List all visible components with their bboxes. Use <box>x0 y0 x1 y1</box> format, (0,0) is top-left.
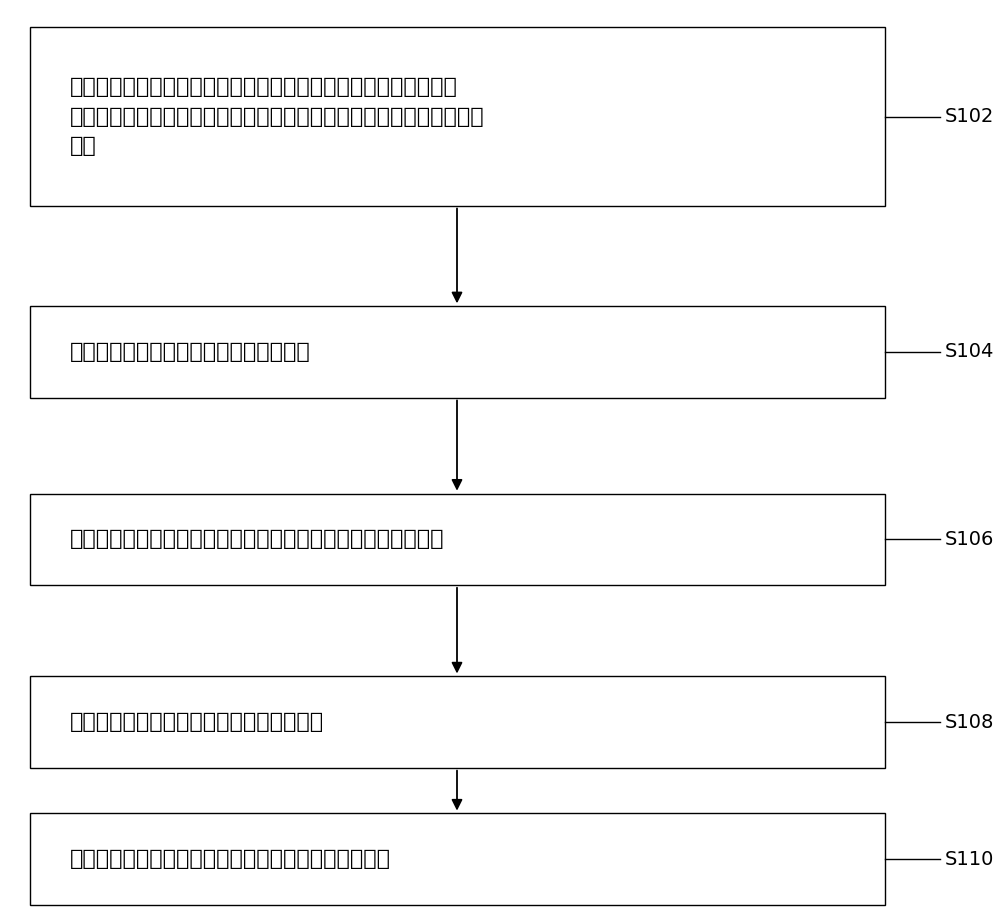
Text: 合束准直所述第一激光脉冲和所述第二激光脉冲并照射待探测物: 合束准直所述第一激光脉冲和所述第二激光脉冲并照射待探测物 <box>70 529 444 549</box>
Text: S108: S108 <box>945 713 994 731</box>
Bar <box>30 813 885 905</box>
Bar <box>30 27 885 206</box>
Text: S106: S106 <box>945 530 994 548</box>
Text: 探测被照射的所述待探测物的酧穿电流信号: 探测被照射的所述待探测物的酧穿电流信号 <box>70 712 324 732</box>
Text: S110: S110 <box>945 850 994 868</box>
Bar <box>30 494 885 585</box>
Bar <box>30 676 885 768</box>
Text: 编辑所述电脉冲的波形调制所述延迟时间: 编辑所述电脉冲的波形调制所述延迟时间 <box>70 342 311 362</box>
Text: 基于电脉冲触发第一激光器发射第一激光脉冲和第二激光器发射第
二激光脉冲后，调节所述第一激光脉冲和所述第二激光脉冲之间的延迟
时间: 基于电脉冲触发第一激光器发射第一激光脉冲和第二激光器发射第 二激光脉冲后，调节所… <box>70 77 485 156</box>
Text: S104: S104 <box>945 343 994 361</box>
Text: S102: S102 <box>945 107 994 126</box>
Text: 提取所述酧穿电流信号中的与所述延迟时间相关的信号: 提取所述酧穿电流信号中的与所述延迟时间相关的信号 <box>70 849 391 869</box>
Bar <box>30 306 885 398</box>
